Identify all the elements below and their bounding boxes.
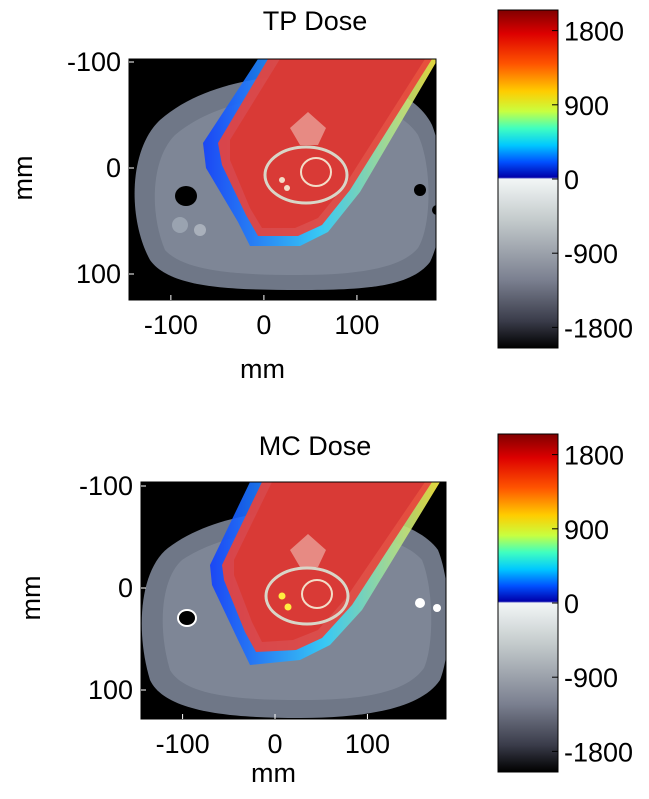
x-axis-label: mm	[240, 354, 285, 384]
y-tick-label: 0	[106, 153, 121, 183]
colorbar-tick-label: 0	[564, 589, 579, 619]
colorbar-tick-label: 900	[564, 515, 609, 545]
x-axis-label: mm	[251, 758, 296, 788]
y-tick-label: -100	[67, 47, 121, 77]
mc-dose-panel: MC Dose	[0, 400, 649, 799]
ct-image	[129, 59, 436, 300]
y-tick-label: 100	[76, 259, 121, 289]
colorbar	[497, 9, 559, 349]
colorbar-tick-label: 1800	[564, 441, 624, 471]
y-axis-label: mm	[16, 576, 46, 621]
colorbar-tick-label: 900	[564, 91, 609, 121]
x-tick-label: 100	[345, 729, 390, 759]
colorbar-tick-label: 0	[564, 165, 579, 195]
colorbar	[497, 433, 559, 773]
x-tick-label: -100	[156, 729, 210, 759]
y-tick-label: 100	[88, 675, 133, 705]
colorbar-tick-label: -1800	[564, 313, 633, 343]
x-tick-label: 0	[267, 729, 282, 759]
y-axis-label: mm	[8, 156, 38, 201]
y-tick-label: 0	[118, 573, 133, 603]
colorbar-tick-label: -1800	[564, 737, 633, 767]
mc-dose-figure: -100 0 100 -100 0 100 mm mm 1800 900 0 -900 -1800	[16, 433, 633, 788]
colorbar-tick-label: 1800	[564, 17, 624, 47]
tp-dose-panel: TP Dose	[8, 6, 633, 384]
x-tick-label: 0	[256, 310, 271, 340]
chart-title: MC Dose	[258, 431, 372, 461]
colorbar-tick-label: -900	[564, 663, 618, 693]
x-tick-label: -100	[144, 310, 198, 340]
tp-dose-figure: -100 0 100 -100 0 100 mm mm 1800 900 0 -900 -1800	[8, 9, 633, 384]
colorbar-tick-label: -900	[564, 239, 618, 269]
y-tick-label: -100	[79, 471, 133, 501]
x-tick-label: 100	[334, 310, 379, 340]
ct-image	[141, 482, 446, 719]
chart-title: TP Dose	[262, 6, 368, 36]
